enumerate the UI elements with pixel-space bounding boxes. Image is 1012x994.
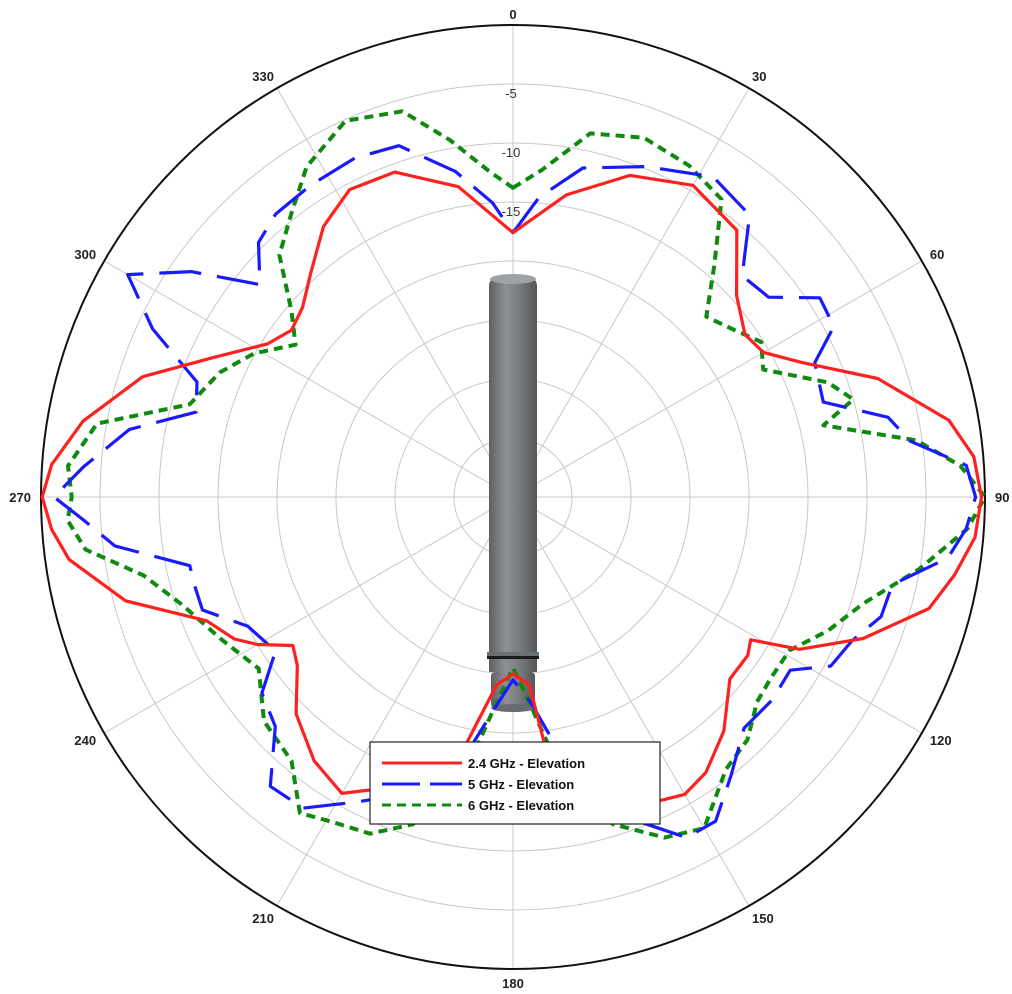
legend-label-5ghz: 5 GHz - Elevation [468,777,574,792]
angle-tick-label: 30 [752,69,766,84]
angle-tick-label: 210 [252,911,274,926]
radial-tick-label: -10 [502,145,521,160]
series-line [40,170,984,804]
series-line [52,144,978,840]
legend-label-2-4ghz: 2.4 GHz - Elevation [468,756,585,771]
angle-tick-labels: 0 30 60 90 120 150 180 210 240 270 300 330 [9,7,1009,991]
angle-tick-label: 60 [930,247,944,262]
grid-spoke [512,260,923,498]
angle-tick-label: 270 [9,490,31,505]
series-line [65,109,987,840]
legend-label-6ghz: 6 GHz - Elevation [468,798,574,813]
angle-tick-label: 150 [752,911,774,926]
radial-tick-label: -5 [505,86,517,101]
angle-tick-label: 300 [74,247,96,262]
angle-tick-label: 120 [930,733,952,748]
grid-spoke [103,496,514,734]
grid-spoke [103,260,514,498]
series-layer [40,109,987,840]
angle-tick-label: 0 [509,7,516,22]
angle-tick-label: 330 [252,69,274,84]
angle-tick-label: 90 [995,490,1009,505]
radial-tick-labels: -5 -10 -15 [502,86,521,219]
radial-tick-label: -15 [502,204,521,219]
grid-spoke [276,496,514,907]
grid-spoke [276,87,514,498]
antenna-icon [487,274,539,712]
angle-tick-label: 180 [502,976,524,991]
grid-spoke [512,496,750,907]
grid-spoke [512,496,923,734]
legend: 2.4 GHz - Elevation 5 GHz - Elevation 6 … [369,741,661,825]
grid-spoke [512,87,750,498]
angle-tick-label: 240 [74,733,96,748]
